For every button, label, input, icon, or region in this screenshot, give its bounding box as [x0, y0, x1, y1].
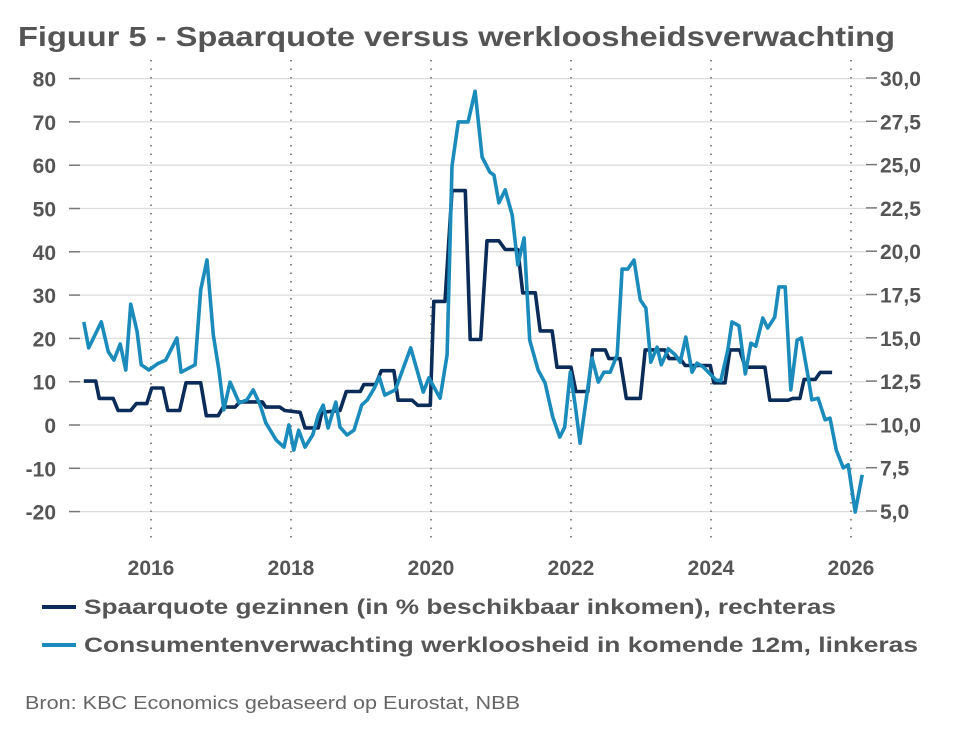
year-gridlines: [150, 60, 852, 542]
legend: Spaarquote gezinnen (in % beschikbaar in…: [42, 596, 918, 657]
left-tick-label: -10: [26, 458, 56, 481]
legend-label-spaarquote: Spaarquote gezinnen (in % beschikbaar in…: [84, 596, 836, 619]
right-tick-label: 30,0: [880, 68, 921, 91]
left-tick-label: 10: [33, 372, 56, 395]
x-tick-label: 2016: [128, 557, 175, 580]
source-note: Bron: KBC Economics gebaseerd op Eurosta…: [25, 693, 520, 713]
x-tick-label: 2024: [688, 557, 735, 580]
right-tick-label: 17,5: [880, 285, 921, 308]
x-tick-label: 2026: [828, 557, 875, 580]
left-tick-label: 0: [44, 415, 56, 438]
left-tick-label: 40: [33, 242, 56, 265]
right-tick-label: 12,5: [880, 371, 921, 394]
x-axis: 2016 2018 2020 2022 2024 2026: [128, 557, 875, 580]
left-tick-label: 50: [33, 199, 56, 222]
left-tick-label: 70: [33, 112, 56, 135]
x-tick-label: 2022: [548, 557, 595, 580]
series-line-werkloosheid: [82, 89, 864, 514]
x-tick-label: 2020: [408, 557, 455, 580]
right-tick-label: 7,5: [880, 458, 910, 481]
left-tick-label: 20: [33, 328, 56, 351]
left-tick-label: 60: [33, 155, 56, 178]
left-tick-label: -20: [26, 502, 56, 525]
left-tick-label: 80: [33, 69, 56, 92]
right-tick-label: 25,0: [880, 155, 921, 178]
series-line-spaarquote: [83, 188, 833, 430]
left-axis: 80 70 60 50 40 30 20 10 0 -10 -20: [26, 69, 80, 525]
gridlines: [80, 77, 866, 513]
legend-label-werkloosheid: Consumentenverwachting werkloosheid in k…: [84, 634, 918, 657]
x-tick-label: 2018: [268, 557, 315, 580]
left-tick-label: 30: [33, 285, 56, 308]
right-tick-label: 20,0: [880, 241, 921, 264]
chart-title: Figuur 5 - Spaarquote versus werklooshei…: [18, 21, 895, 52]
right-tick-label: 27,5: [880, 111, 921, 134]
right-axis: 30,0 27,5 25,0 22,5 20,0 17,5 15,0 12,5 10,0 7,5 5…: [866, 68, 921, 524]
right-tick-label: 10,0: [880, 414, 921, 437]
series-lines: [82, 89, 864, 514]
right-tick-label: 5,0: [880, 501, 909, 524]
right-tick-label: 15,0: [880, 328, 921, 351]
right-tick-label: 22,5: [880, 198, 921, 221]
